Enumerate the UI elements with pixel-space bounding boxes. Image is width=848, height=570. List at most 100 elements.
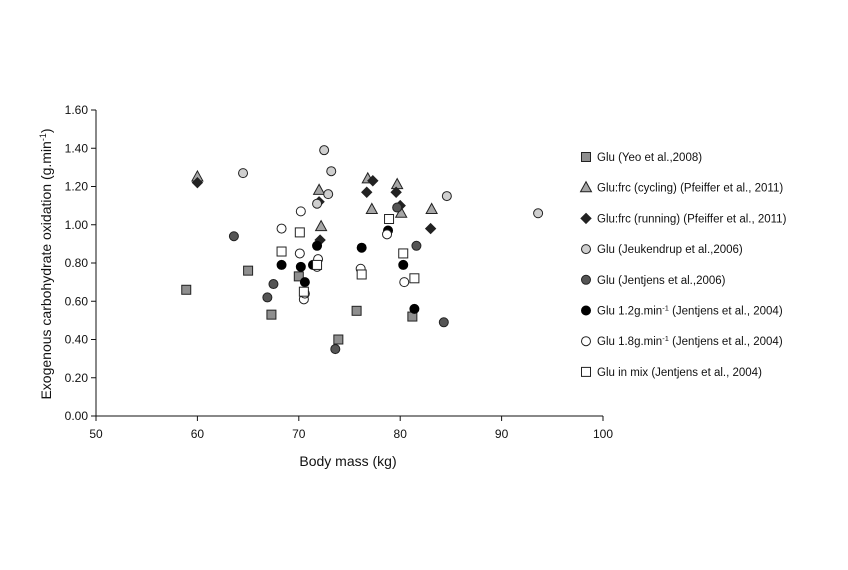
x-tick-label: 90	[495, 427, 509, 441]
data-point	[294, 248, 305, 259]
x-tick-label: 70	[292, 427, 306, 441]
legend-entry: Glu (Jeukendrup et al.,2006)	[581, 244, 743, 256]
legend-entry: Glu (Yeo et al.,2008)	[581, 152, 702, 164]
series-3	[191, 175, 437, 246]
legend-marker	[579, 180, 593, 193]
data-point	[411, 240, 422, 251]
legend-label-text: Glu (Jentjens et al.,2006)	[597, 275, 726, 287]
legend-label: Glu (Yeo et al.,2008)	[597, 152, 702, 164]
legend-marker	[581, 305, 591, 316]
data-point	[312, 259, 323, 270]
legend-label-sup: -1	[662, 334, 669, 343]
y-axis-label: Exogenous carbohydrate oxidation (g.min-…	[38, 128, 54, 399]
legend-entry: Glu 1.2g.min-1 (Jentjens et al., 2004)	[581, 304, 783, 318]
legend-marker	[581, 274, 591, 285]
data-point	[299, 277, 310, 288]
data-point	[298, 286, 309, 297]
x-tick-label: 60	[191, 427, 205, 441]
data-point	[312, 240, 323, 251]
data-point	[384, 214, 395, 225]
data-point	[295, 261, 306, 272]
legend-label-text: Glu (Yeo et al.,2008)	[597, 152, 702, 164]
y-axis-label-end: )	[38, 128, 54, 133]
legend-entry: Glu (Jentjens et al.,2006)	[581, 274, 726, 287]
y-axis-label-sup: -1	[38, 133, 48, 141]
y-tick-label: 0.00	[65, 409, 89, 423]
data-point	[268, 279, 279, 290]
legend-label-suffix: (Jentjens et al., 2004)	[669, 336, 783, 348]
legend-label-text: Glu in mix (Jentjens et al., 2004)	[597, 367, 762, 379]
y-tick-label: 0.20	[65, 371, 89, 385]
legend-label-text: Glu:frc (cycling) (Pfeiffer et al., 2011…	[597, 183, 783, 195]
data-point	[276, 259, 287, 270]
data-point	[181, 284, 192, 295]
data-point	[351, 305, 362, 316]
data-point	[425, 202, 438, 214]
data-point	[228, 231, 239, 242]
y-tick-label: 1.20	[65, 180, 89, 194]
x-axis-label: Body mass (kg)	[299, 453, 396, 469]
legend-entry: Glu:frc (running) (Pfeiffer et al., 2011…	[580, 212, 787, 225]
legend-entry: Glu 1.8g.min-1 (Jentjens et al., 2004)	[581, 334, 783, 348]
legend-label: Glu 1.2g.min-1 (Jentjens et al., 2004)	[597, 304, 783, 318]
y-axis-label-main: Exogenous carbohydrate oxidation (g.min	[38, 141, 54, 399]
y-tick-label: 1.60	[65, 103, 89, 117]
legend-marker	[581, 244, 591, 255]
legend-marker	[580, 212, 592, 225]
data-points	[181, 145, 544, 355]
data-point	[365, 202, 379, 214]
data-point	[361, 186, 373, 198]
data-point	[314, 219, 328, 232]
y-tick-label: 0.80	[65, 256, 89, 270]
data-point	[409, 303, 420, 314]
y-tick-label: 0.60	[65, 294, 89, 308]
legend-marker	[581, 366, 591, 377]
series-8	[276, 214, 420, 297]
legend-label: Glu:frc (cycling) (Pfeiffer et al., 2011…	[597, 183, 783, 195]
legend-entry: Glu:frc (cycling) (Pfeiffer et al., 2011…	[579, 180, 783, 195]
legend-label: Glu in mix (Jentjens et al., 2004)	[597, 367, 762, 379]
data-point	[243, 265, 254, 276]
series-1	[181, 265, 418, 345]
data-point	[333, 334, 344, 345]
legend-label-text: Glu (Jeukendrup et al.,2006)	[597, 244, 743, 256]
legend-label: Glu (Jentjens et al.,2006)	[597, 275, 726, 287]
data-point	[424, 222, 437, 235]
y-tick-label: 1.00	[65, 218, 89, 232]
legend-marker	[581, 336, 591, 347]
data-point	[399, 277, 410, 288]
data-point	[533, 208, 544, 219]
y-tick-label: 0.40	[65, 333, 89, 347]
data-point	[392, 202, 403, 213]
legend-label-suffix: (Jentjens et al., 2004)	[669, 306, 783, 318]
legend-label: Glu:frc (running) (Pfeiffer et al., 2011…	[597, 213, 787, 225]
data-point	[293, 271, 304, 282]
legend-label: Glu (Jeukendrup et al.,2006)	[597, 244, 743, 256]
data-point	[398, 259, 409, 270]
data-point	[326, 166, 337, 177]
data-point	[390, 186, 402, 198]
data-point	[262, 292, 273, 303]
data-point	[409, 273, 420, 284]
data-point	[276, 246, 287, 257]
data-point	[390, 177, 404, 190]
legend-label: Glu 1.8g.min-1 (Jentjens et al., 2004)	[597, 334, 783, 348]
data-point	[312, 183, 326, 195]
data-point	[367, 175, 379, 187]
data-point	[356, 242, 367, 253]
data-point	[382, 229, 393, 240]
series-6	[276, 225, 420, 314]
x-tick-label: 100	[593, 427, 613, 441]
legend-entry: Glu in mix (Jentjens et al., 2004)	[581, 366, 762, 379]
legend-label-text: Glu:frc (running) (Pfeiffer et al., 2011…	[597, 213, 787, 225]
data-point	[319, 145, 330, 156]
legend: Glu (Yeo et al.,2008) Glu:frc (cycling) (…	[579, 152, 787, 379]
data-point	[330, 344, 341, 355]
legend-marker	[581, 152, 591, 162]
series-4	[238, 145, 544, 219]
x-tick-label: 80	[394, 427, 408, 441]
axes: 0.00 0.20 0.40 0.60 0.80 1.00 1.20 1.40 1.60 50 60…	[65, 103, 614, 441]
data-point	[238, 168, 249, 179]
